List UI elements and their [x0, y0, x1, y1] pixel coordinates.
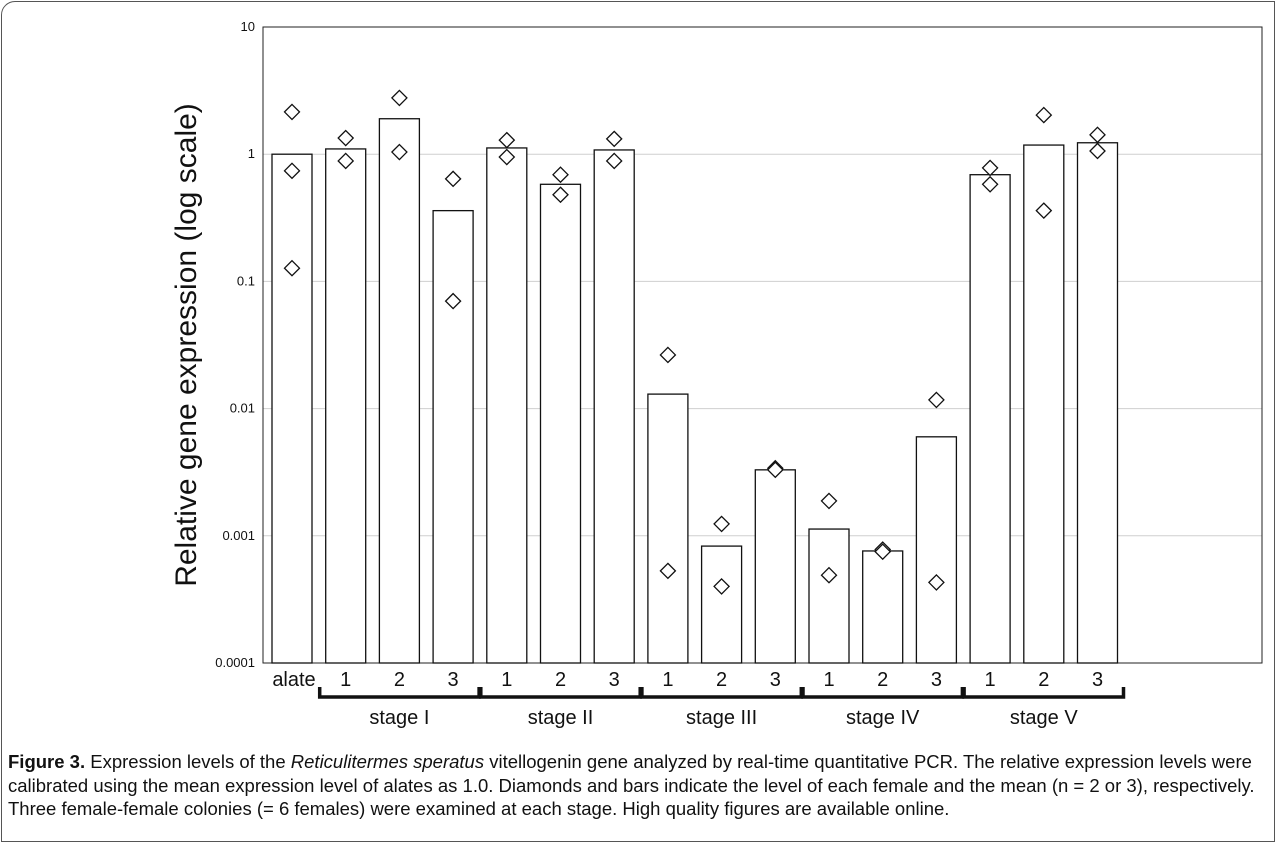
- y-tick-label: 0.0001: [215, 655, 255, 670]
- bar: [862, 550, 904, 664]
- group-label: stage II: [528, 707, 594, 729]
- diamond: [444, 170, 462, 188]
- y-axis-label: Relative gene expression (log scale): [170, 103, 203, 587]
- x-tick-label: 2: [1038, 669, 1049, 691]
- caption: Figure 3. Expression levels of the Retic…: [8, 750, 1270, 821]
- y-tick-label: 0.001: [222, 528, 255, 543]
- diamond: [981, 159, 999, 177]
- diamond: [1089, 126, 1106, 144]
- diamond: [659, 562, 677, 580]
- diamond: [713, 577, 731, 595]
- group-label: stage V: [1010, 707, 1078, 729]
- y-tick-label: 0.01: [230, 401, 255, 416]
- diamond: [927, 391, 945, 409]
- bar: [969, 174, 1011, 664]
- y-tick-label: 1: [248, 146, 255, 161]
- bar: [1023, 144, 1065, 664]
- diamond: [337, 152, 355, 170]
- bar: [915, 436, 958, 664]
- y-tick-label: 10: [241, 19, 255, 34]
- diamond: [283, 259, 301, 277]
- group-label: stage III: [686, 707, 757, 729]
- x-tick-label: 2: [394, 669, 405, 691]
- caption-text: Expression levels of the: [85, 751, 291, 772]
- bar: [378, 118, 421, 664]
- x-tick-label: 1: [340, 669, 351, 691]
- x-tick-label: 2: [877, 669, 888, 691]
- caption-text: vitellogenin gene analyzed by real-time …: [8, 751, 1255, 819]
- diamond: [337, 129, 355, 147]
- diamond: [874, 543, 892, 561]
- x-tick-label: 3: [1092, 669, 1103, 691]
- bar: [325, 148, 367, 664]
- bar: [808, 528, 850, 664]
- bar: [486, 147, 528, 664]
- diamond: [498, 131, 516, 149]
- diamond: [927, 574, 945, 591]
- bar: [539, 183, 582, 664]
- diamond: [981, 175, 999, 193]
- x-tick-label: alate: [272, 669, 315, 691]
- diamond: [390, 143, 408, 161]
- caption-label: Figure 3.: [8, 751, 86, 772]
- diamond: [659, 346, 677, 364]
- diamond: [552, 166, 569, 184]
- x-tick-label: 1: [662, 669, 673, 691]
- diamond: [820, 492, 838, 510]
- diamond: [552, 186, 569, 204]
- diamond: [444, 292, 462, 310]
- diamond: [283, 162, 301, 180]
- group-bracket: [962, 687, 1126, 699]
- diamond: [1035, 106, 1053, 124]
- diamond: [1089, 142, 1106, 160]
- group-label: stage I: [369, 707, 429, 729]
- x-tick-label: 3: [609, 669, 620, 691]
- diamond: [498, 148, 516, 166]
- bar: [432, 209, 474, 664]
- diamond: [390, 89, 408, 107]
- diamond: [605, 130, 623, 148]
- diamond: [820, 566, 838, 584]
- diamond: [283, 103, 301, 121]
- x-tick-label: 2: [716, 669, 727, 691]
- diamond: [1035, 202, 1053, 220]
- x-tick-label: 3: [448, 669, 459, 691]
- caption-species: Reticulitermes speratus: [290, 751, 485, 772]
- diamond: [766, 461, 784, 479]
- y-tick-label: 0.1: [237, 273, 255, 288]
- diamond: [713, 515, 731, 533]
- bar: [647, 393, 689, 664]
- chart: Relative gene expression (log scale) 0.0…: [170, 19, 1263, 729]
- x-tick-label: 3: [770, 669, 781, 691]
- bar: [754, 469, 796, 664]
- bar: [700, 545, 743, 664]
- x-tick-label: 1: [823, 669, 834, 691]
- x-tick-label: 1: [985, 669, 996, 691]
- bar: [593, 149, 635, 664]
- x-tick-label: 1: [501, 669, 512, 691]
- diamond: [605, 152, 623, 170]
- bar: [271, 153, 313, 664]
- x-tick-label: 3: [931, 669, 942, 691]
- group-label: stage IV: [846, 707, 920, 729]
- bar: [1076, 142, 1119, 664]
- x-tick-label: 2: [555, 669, 566, 691]
